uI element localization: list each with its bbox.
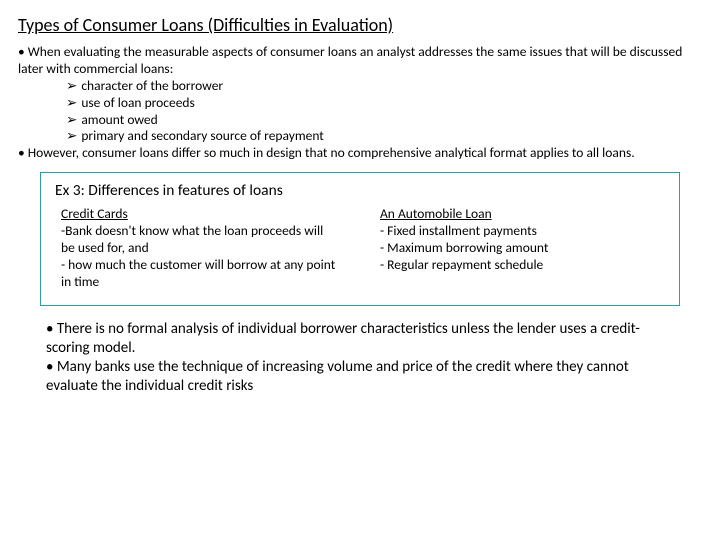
col-right-head: An Automobile Loan xyxy=(380,206,659,223)
arrow-text: primary and secondary source of repaymen… xyxy=(81,127,324,144)
intro-block: • When evaluating the measurable aspects… xyxy=(18,44,702,162)
col-left-line: -Bank doesn't know what the loan proceed… xyxy=(61,223,340,257)
arrow-text: amount owed xyxy=(81,111,157,128)
arrow-icon: ➢ xyxy=(66,128,77,145)
intro-line-2: • However, consumer loans differ so much… xyxy=(18,145,702,162)
arrow-item: ➢use of loan proceeds xyxy=(66,95,702,112)
col-right-line: - Regular repayment schedule xyxy=(380,257,659,274)
col-right-line: - Maximum borrowing amount xyxy=(380,240,659,257)
col-left-line: - how much the customer will borrow at a… xyxy=(61,257,340,291)
col-right-line: - Fixed installment payments xyxy=(380,223,659,240)
example-box: Ex 3: Differences in features of loans C… xyxy=(40,172,680,305)
arrow-icon: ➢ xyxy=(66,112,77,129)
arrow-icon: ➢ xyxy=(66,78,77,95)
lower-block: • There is no formal analysis of individ… xyxy=(46,320,674,397)
arrow-text: use of loan proceeds xyxy=(81,94,194,111)
arrow-text: character of the borrower xyxy=(81,77,223,94)
lower-line-1: • There is no formal analysis of individ… xyxy=(46,320,674,358)
box-col-right: An Automobile Loan - Fixed installment p… xyxy=(374,206,665,290)
box-col-left: Credit Cards -Bank doesn't know what the… xyxy=(55,206,346,290)
arrow-list: ➢character of the borrower ➢use of loan … xyxy=(18,78,702,146)
arrow-item: ➢primary and secondary source of repayme… xyxy=(66,128,702,145)
col-left-head: Credit Cards xyxy=(61,206,340,223)
arrow-icon: ➢ xyxy=(66,95,77,112)
box-title: Ex 3: Differences in features of loans xyxy=(55,181,665,200)
arrow-item: ➢character of the borrower xyxy=(66,78,702,95)
box-columns: Credit Cards -Bank doesn't know what the… xyxy=(55,206,665,290)
lower-line-2: • Many banks use the technique of increa… xyxy=(46,358,674,396)
page-root: Types of Consumer Loans (Difficulties in… xyxy=(0,0,720,396)
arrow-item: ➢amount owed xyxy=(66,112,702,129)
page-title: Types of Consumer Loans (Difficulties in… xyxy=(18,14,702,36)
intro-line-1: • When evaluating the measurable aspects… xyxy=(18,44,702,78)
